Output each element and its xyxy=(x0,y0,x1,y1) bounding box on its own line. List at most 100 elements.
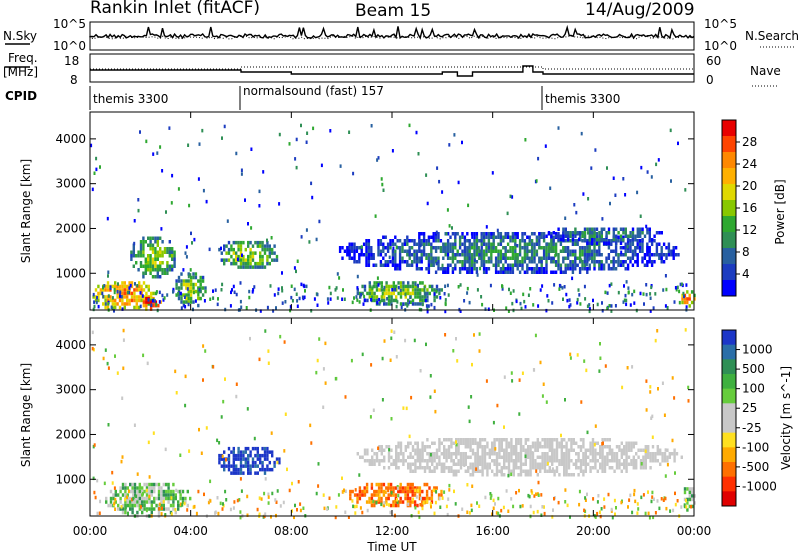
data-cell xyxy=(493,438,496,442)
data-cell xyxy=(114,284,117,289)
data-cell xyxy=(121,307,124,311)
data-cell xyxy=(420,496,422,501)
data-cell xyxy=(461,242,464,246)
data-cell xyxy=(193,237,196,242)
data-cell xyxy=(502,263,505,267)
data-cell xyxy=(504,260,507,264)
data-cell xyxy=(588,267,591,271)
data-cell xyxy=(643,253,647,257)
data-cell xyxy=(254,251,257,255)
data-cell xyxy=(172,489,175,494)
data-cell xyxy=(244,450,247,454)
data-cell xyxy=(123,302,126,306)
data-cell xyxy=(235,382,238,386)
data-cell xyxy=(239,477,242,481)
data-cell xyxy=(591,455,595,459)
data-cell xyxy=(378,459,381,463)
data-cell xyxy=(225,458,227,462)
data-cell xyxy=(478,253,481,257)
data-cell xyxy=(490,493,493,498)
data-cell xyxy=(492,249,495,253)
data-cell xyxy=(482,260,486,264)
data-cell xyxy=(136,510,139,515)
data-cell xyxy=(281,271,283,275)
data-cell xyxy=(118,305,122,310)
data-cell xyxy=(495,438,499,442)
data-cell xyxy=(495,511,498,515)
data-cell xyxy=(344,510,347,514)
data-cell xyxy=(153,486,156,490)
data-cell xyxy=(271,251,274,255)
data-cell xyxy=(271,247,274,252)
data-cell xyxy=(247,244,250,248)
data-cell xyxy=(378,462,381,466)
data-cell xyxy=(114,354,116,358)
data-cell xyxy=(244,247,247,252)
data-cell xyxy=(514,242,517,246)
data-cell xyxy=(95,156,98,161)
data-cell xyxy=(691,497,694,502)
data-cell xyxy=(268,261,271,266)
data-cell xyxy=(401,500,405,504)
data-cell xyxy=(473,333,475,337)
data-cell xyxy=(641,249,644,253)
data-cell xyxy=(124,497,127,502)
data-cell xyxy=(476,469,479,473)
data-cell xyxy=(99,291,102,296)
data-cell xyxy=(181,489,185,494)
data-cell xyxy=(409,482,412,487)
data-cell xyxy=(415,242,419,246)
data-cell xyxy=(130,254,133,258)
data-cell xyxy=(511,256,515,260)
data-cell xyxy=(370,363,373,367)
data-cell xyxy=(481,469,484,473)
data-cell xyxy=(600,507,603,511)
data-cell xyxy=(532,303,535,307)
data-cell xyxy=(141,294,144,298)
data-cell xyxy=(174,510,177,515)
data-cell xyxy=(153,500,156,504)
data-cell xyxy=(237,240,240,245)
data-cell xyxy=(377,156,380,160)
data-cell xyxy=(466,260,469,264)
data-cell xyxy=(440,462,443,466)
data-cell xyxy=(576,301,579,305)
data-cell xyxy=(251,460,255,465)
data-cell xyxy=(514,256,517,260)
data-cell xyxy=(171,268,174,272)
data-cell xyxy=(390,291,393,296)
data-cell xyxy=(123,295,126,299)
data-cell xyxy=(591,231,594,235)
data-cell xyxy=(371,448,374,452)
data-cell xyxy=(686,508,689,512)
data-cell xyxy=(445,455,448,459)
y-tick-label: 4000 xyxy=(55,338,86,352)
data-cell xyxy=(562,260,565,264)
data-cell xyxy=(91,187,94,192)
data-cell xyxy=(632,466,635,470)
data-cell xyxy=(635,441,638,445)
data-cell xyxy=(169,489,173,494)
data-cell xyxy=(148,494,151,499)
data-cell xyxy=(570,438,573,442)
data-cell xyxy=(431,441,434,445)
data-cell xyxy=(128,286,131,290)
colorbar-cell xyxy=(722,280,736,297)
data-cell xyxy=(634,260,637,264)
data-cell xyxy=(318,337,321,341)
data-cell xyxy=(654,459,657,463)
data-cell xyxy=(173,261,176,265)
data-cell xyxy=(166,271,169,275)
data-cell xyxy=(515,455,518,459)
data-cell xyxy=(558,445,561,449)
data-cell xyxy=(624,253,627,257)
data-cell xyxy=(137,254,140,258)
data-cell xyxy=(598,253,601,257)
data-cell xyxy=(419,288,422,292)
data-cell xyxy=(264,512,267,516)
data-cell xyxy=(356,288,359,292)
data-cell xyxy=(509,263,512,267)
data-cell xyxy=(476,462,479,466)
data-cell xyxy=(625,469,628,473)
data-cell xyxy=(519,462,523,466)
